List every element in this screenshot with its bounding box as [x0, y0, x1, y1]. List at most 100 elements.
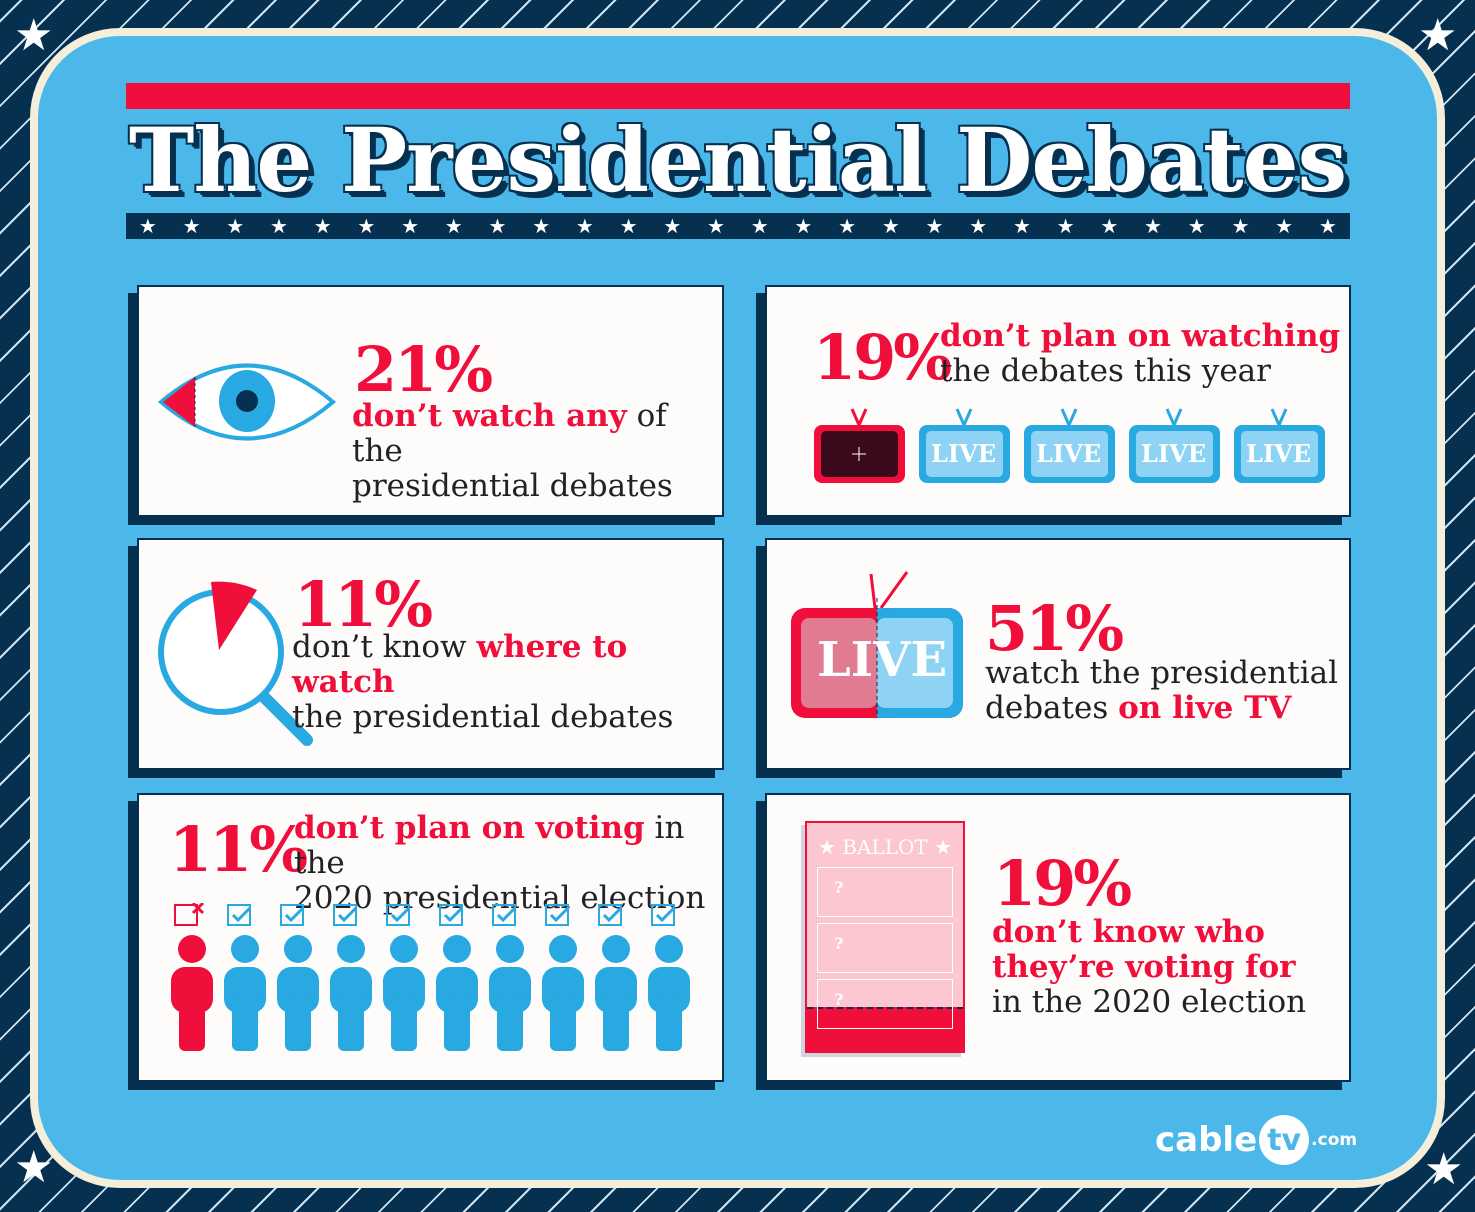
stat-description: don’t know who they’re voting for in the…	[992, 915, 1306, 1020]
star-icon: ★	[182, 214, 201, 238]
star-icon: ★	[532, 214, 551, 238]
person-icon	[222, 903, 268, 1057]
person-icon	[169, 901, 215, 1057]
person-icon	[434, 903, 480, 1057]
text: don’t know	[292, 629, 467, 665]
star-icon: ★	[1424, 1144, 1464, 1195]
eye-icon	[157, 363, 337, 441]
star-icon: ★	[1318, 84, 1337, 108]
tv-off-icon	[814, 408, 905, 483]
star-icon: ★	[1056, 214, 1075, 238]
star-icon: ★	[1318, 214, 1337, 238]
star-icon: ★	[663, 84, 682, 108]
live-label: LIVE	[1141, 439, 1207, 468]
star-icon: ★	[1012, 84, 1031, 108]
tv-live-icon	[1129, 408, 1220, 483]
star-icon: ★	[1275, 84, 1294, 108]
star-icon: ★	[969, 214, 988, 238]
star-icon: ★	[444, 214, 463, 238]
tv-live-icon	[919, 408, 1010, 483]
star-icon: ★	[269, 214, 288, 238]
star-icon: ★	[925, 84, 944, 108]
person-icon	[540, 903, 586, 1057]
star-icon: ★	[881, 214, 900, 238]
star-icon: ★	[750, 214, 769, 238]
star-icon: ★	[575, 84, 594, 108]
person-icon	[381, 903, 427, 1057]
star-icon: ★	[707, 214, 725, 238]
star-icon: ★	[401, 84, 420, 108]
text: in the	[294, 810, 685, 881]
ballot-icon: ★ BALLOT ★ ? ? ?	[805, 821, 965, 1053]
tv-row: LIVE LIVE LIVE LIVE	[812, 405, 1327, 495]
star-icon: ★	[619, 214, 638, 238]
highlight-text: don’t plan on watching	[940, 318, 1341, 354]
star-icon: ★	[881, 84, 900, 108]
people-row	[169, 901, 692, 1057]
star-icon: ★	[444, 84, 463, 108]
highlight-text: don’t know who	[992, 914, 1265, 950]
star-icon: ★	[794, 84, 813, 108]
star-icon: ★	[357, 214, 376, 238]
question-icon: ?	[817, 867, 953, 917]
stat-description: don’t plan on watching the debates this …	[940, 319, 1340, 389]
star-icon: ★	[619, 84, 638, 108]
magnifier-icon	[158, 581, 313, 746]
star-icon: ★	[1100, 214, 1119, 238]
stat-percent: 11%	[169, 813, 308, 886]
live-label: LIVE	[1246, 439, 1312, 468]
stat-percent: 19%	[993, 847, 1132, 920]
highlight-text: don’t watch any	[352, 398, 627, 434]
star-icon: ★	[488, 214, 507, 238]
tv-live-icon	[1234, 408, 1325, 483]
text: debates	[985, 690, 1109, 726]
person-icon	[328, 903, 374, 1057]
star-icon: ★	[226, 84, 245, 108]
text: watch the presidential	[985, 655, 1339, 691]
star-bar-top: ★ ★ ★ ★ ★ ★ ★ ★ ★ ★ ★ ★ ★ ★ ★ ★ ★ ★ ★ ★ ★ ★ ★ ★ ★ ★ ★ ★	[126, 83, 1350, 109]
star-icon: ★	[750, 84, 769, 108]
star-icon: ★	[1144, 214, 1162, 238]
star-icon: ★	[794, 214, 813, 238]
star-icon: ★	[838, 214, 857, 238]
text: of the	[352, 398, 667, 469]
stat-card-dont-plan-voting: 11% don’t plan on voting in the 2020 pre…	[137, 793, 724, 1082]
stat-percent: 51%	[985, 592, 1124, 665]
star-icon: ★	[1275, 214, 1294, 238]
highlight-text: don’t plan on voting	[294, 810, 645, 846]
live-tv-icon: LIVE	[787, 568, 967, 732]
text: the presidential debates	[292, 699, 674, 735]
star-icon: ★	[401, 214, 420, 238]
stat-description: don’t watch any of the presidential deba…	[352, 399, 722, 504]
text: in the 2020 election	[992, 984, 1307, 1020]
stat-card-live-tv: LIVE 51% watch the presidential debates …	[765, 538, 1351, 770]
star-icon: ★	[1418, 10, 1458, 61]
highlight-text: where to watch	[292, 629, 628, 700]
person-icon	[646, 903, 692, 1057]
text: presidential debates	[352, 468, 673, 504]
stat-card-undecided: ★ BALLOT ★ ? ? ? 19% don’t know who they…	[765, 793, 1351, 1082]
stat-description: don’t plan on voting in the 2020 preside…	[294, 811, 722, 916]
star-icon: ★	[357, 84, 376, 108]
stat-card-dont-plan-watching: 19% don’t plan on watching the debates t…	[765, 285, 1351, 517]
star-icon: ★	[138, 214, 157, 238]
star-icon: ★	[313, 84, 332, 108]
tv-live-icon	[1024, 408, 1115, 483]
question-icon: ?	[817, 923, 953, 973]
person-icon	[487, 903, 533, 1057]
stat-card-where-to-watch: 11% don’t know where to watch the presid…	[137, 538, 724, 770]
person-icon	[275, 903, 321, 1057]
stat-percent: 19%	[813, 321, 952, 394]
star-icon: ★	[14, 10, 54, 61]
star-icon: ★	[532, 84, 551, 108]
ballot-label: ★ BALLOT ★	[817, 835, 952, 859]
logo-suffix: .com	[1311, 1130, 1358, 1150]
logo-tv: tv	[1259, 1115, 1310, 1165]
star-icon: ★	[14, 1142, 54, 1193]
cabletv-logo: cable tv .com	[1155, 1115, 1357, 1165]
star-icon: ★	[138, 84, 157, 108]
highlight-text: they’re voting for	[992, 949, 1296, 985]
star-icon: ★	[1056, 84, 1075, 108]
star-icon: ★	[1231, 84, 1250, 108]
star-icon: ★	[1144, 84, 1162, 108]
